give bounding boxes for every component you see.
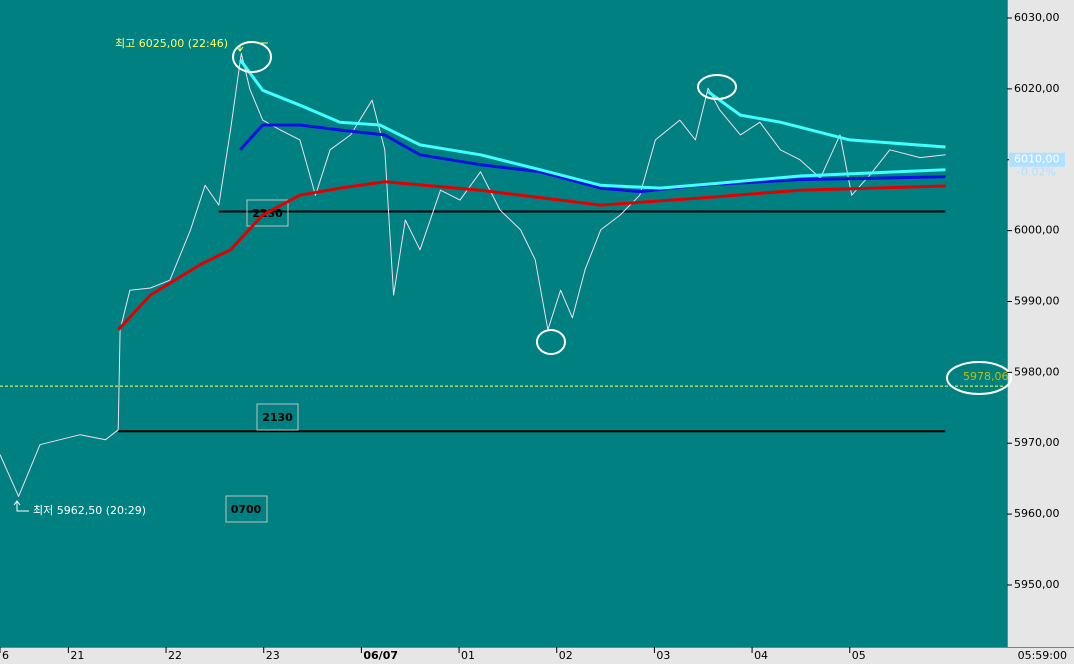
series-line xyxy=(117,180,946,331)
x-tick-label: 22 xyxy=(168,649,182,662)
x-tick-label: 02 xyxy=(559,649,573,662)
series-line xyxy=(0,52,946,497)
change-label: -0.02% xyxy=(1017,166,1056,179)
level-label: 2130 xyxy=(262,411,293,424)
level-box xyxy=(256,403,299,431)
x-tick-label: 01 xyxy=(461,649,475,662)
y-tick-label: 6030,00 xyxy=(1014,11,1060,24)
y-tick-label: 5970,00 xyxy=(1014,436,1060,449)
x-tick-label: 03 xyxy=(656,649,670,662)
marker-circle xyxy=(697,74,737,100)
time-axis-panel xyxy=(0,647,1074,664)
plot-area xyxy=(0,0,1007,647)
series-line xyxy=(239,58,946,190)
low-annotation: 최저 5962,50 (20:29) xyxy=(33,504,146,517)
last-price-box xyxy=(1009,152,1065,167)
y-tick-label: 5950,00 xyxy=(1014,578,1060,591)
x-tick-label: 05 xyxy=(852,649,866,662)
clock-label: 05:59:00 xyxy=(1018,649,1067,662)
x-tick-label: 06/07 xyxy=(363,649,398,662)
series-line xyxy=(707,90,946,149)
high-arrow xyxy=(236,42,268,52)
y-tick-label: 5960,00 xyxy=(1014,507,1060,520)
last-price: 6010,00 xyxy=(1014,153,1060,166)
x-tick-label: 6 xyxy=(2,649,9,662)
high-annotation: 최고 6025,00 (22:46) xyxy=(115,37,228,50)
x-tick-label: 04 xyxy=(754,649,768,662)
time-box xyxy=(225,495,268,523)
level-box xyxy=(246,199,289,227)
y-tick-label: 5980,00 xyxy=(1014,365,1060,378)
marker-circle xyxy=(946,361,1012,395)
low-arrow xyxy=(13,500,29,512)
x-tick-label: 21 xyxy=(70,649,84,662)
y-tick-label: 5990,00 xyxy=(1014,294,1060,307)
marker-circle xyxy=(232,41,272,73)
y-tick-label: 6000,00 xyxy=(1014,224,1060,237)
y-tick-label: 6020,00 xyxy=(1014,82,1060,95)
level-label: 5978,06 xyxy=(963,370,1009,383)
time-box-label: 0700 xyxy=(231,503,262,516)
marker-circle xyxy=(536,329,566,355)
x-tick-label: 23 xyxy=(266,649,280,662)
price-axis-panel xyxy=(1007,0,1074,647)
